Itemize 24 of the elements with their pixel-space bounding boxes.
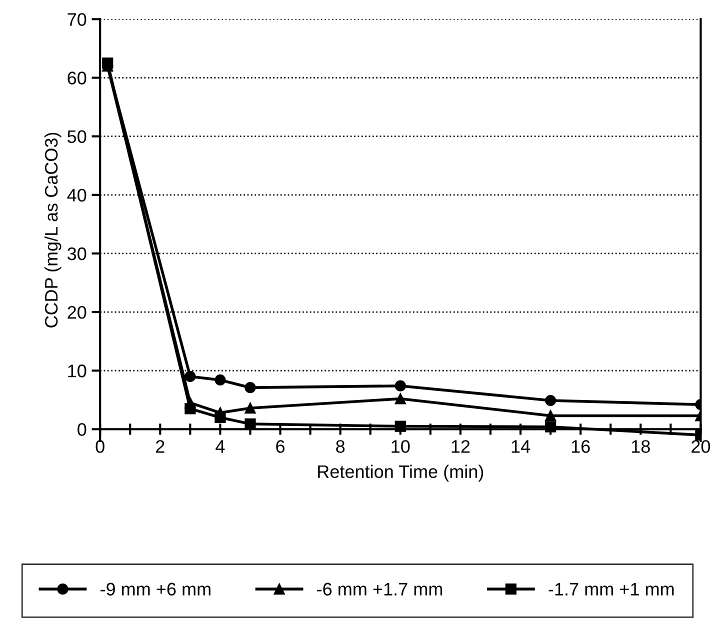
x-tick-label: 20: [692, 440, 710, 453]
legend-label: -6 mm +1.7 mm: [317, 582, 442, 596]
x-tick-label: 18: [632, 440, 650, 453]
y-axis-title: CCDP (mg/L as CaCO3): [44, 132, 62, 328]
y-tick-label: 20: [68, 306, 86, 319]
y-tick-label: 0: [78, 423, 86, 436]
x-tick-label: 4: [216, 440, 225, 453]
x-tick-label: 8: [336, 440, 345, 453]
x-tick-label: 0: [96, 440, 104, 453]
y-tick-label: 50: [68, 130, 86, 144]
y-tick-label: 60: [68, 72, 86, 84]
y-tick-label: 40: [67, 188, 86, 202]
y-tick-label: 70: [68, 13, 86, 26]
x-tick-label: 6: [276, 440, 285, 453]
x-tick-label: 2: [156, 440, 164, 453]
legend-label: -1.7 mm +1 mm: [548, 582, 674, 596]
x-tick-label: 12: [452, 440, 470, 453]
y-tick-label: 10: [68, 364, 86, 378]
x-tick-label: 16: [572, 440, 590, 453]
x-tick-label: 10: [392, 440, 410, 453]
x-axis-title: Retention Time (min): [318, 464, 484, 482]
y-tick-label: 30: [68, 247, 86, 260]
x-tick-label: 14: [512, 440, 530, 453]
legend-label: -9 mm +6 mm: [100, 582, 210, 596]
